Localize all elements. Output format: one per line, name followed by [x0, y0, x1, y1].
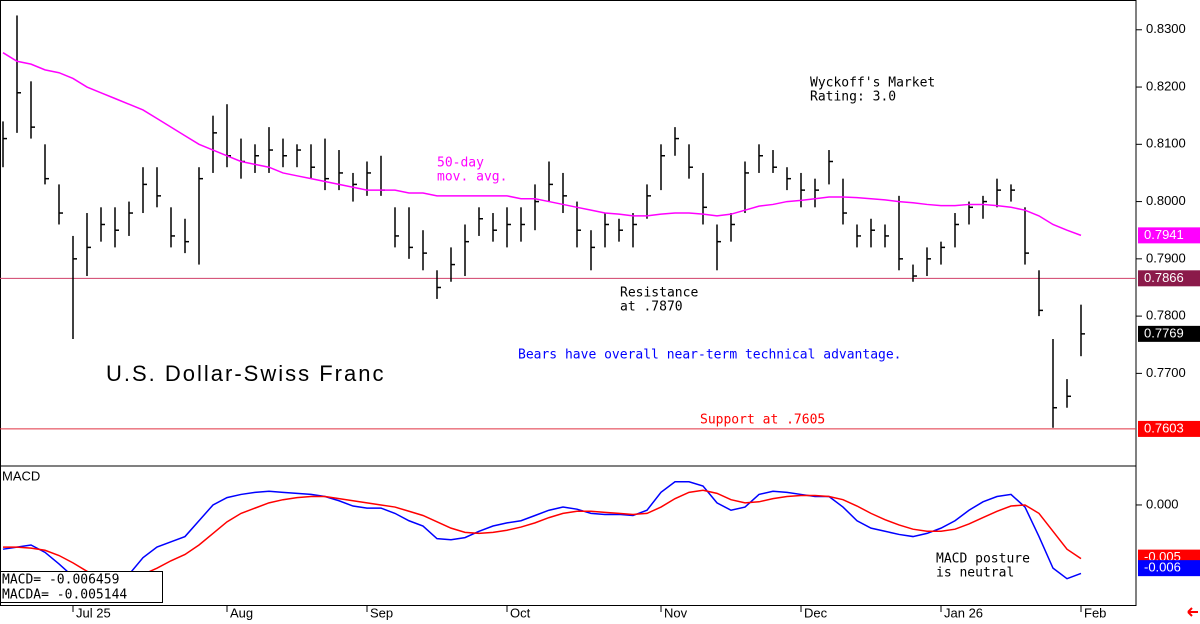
readout: MACDA= -0.005144 — [2, 588, 127, 603]
annotation: Rating: 3.0 — [810, 90, 896, 105]
moving-average — [2, 52, 1082, 237]
arrow-icon — [1187, 607, 1198, 617]
annotation: MACD posture — [936, 552, 1030, 567]
annotation: Resistance — [620, 286, 698, 301]
y-tick-label: 0.8300 — [1146, 21, 1186, 36]
x-tick-label: Jul 25 — [76, 605, 111, 620]
readout: MACD= -0.006459 — [2, 573, 119, 588]
x-tick-label: Sep — [370, 605, 393, 620]
y-tick-label: 0.000 — [1146, 496, 1179, 511]
value-tag-label: -0.006 — [1144, 560, 1181, 575]
y-tick-label: 0.8100 — [1146, 136, 1186, 151]
macd-title: MACD — [2, 468, 40, 483]
value-tag-label: 0.7941 — [1144, 227, 1184, 242]
value-tag — [1138, 325, 1200, 342]
value-tag-label: 0.7866 — [1144, 270, 1184, 285]
value-tag — [1138, 420, 1200, 437]
value-tag — [1138, 560, 1200, 577]
y-tick-label: 0.7700 — [1146, 365, 1186, 380]
x-tick-label: Jan 26 — [944, 605, 983, 620]
ma-label: mov. avg. — [437, 170, 507, 185]
readout-box — [0, 571, 163, 603]
frame — [0, 0, 1137, 606]
y-tick-label: 0.7900 — [1146, 250, 1186, 265]
x-tick-label: Aug — [230, 605, 253, 620]
value-tag-label: 0.7769 — [1144, 325, 1184, 340]
macd-line — [2, 481, 1082, 596]
x-tick-label: Nov — [664, 605, 688, 620]
value-tag — [1138, 227, 1200, 244]
x-tick-label: Dec — [804, 605, 828, 620]
value-tag-label: 0.7603 — [1144, 420, 1184, 435]
annotation: at .7870 — [620, 300, 683, 315]
y-tick-label: 0.8000 — [1146, 193, 1186, 208]
chart-title: U.S. Dollar-Swiss Franc — [106, 361, 385, 386]
annotation: Wyckoff's Market — [810, 76, 935, 91]
x-tick-label: Feb — [1084, 605, 1106, 620]
macd-line — [3, 489, 1082, 583]
annotation: Support at .7605 — [700, 413, 825, 428]
ma-label: 50-day — [437, 156, 484, 171]
annotation: is neutral — [936, 566, 1014, 581]
y-tick-label: 0.8200 — [1146, 78, 1186, 93]
value-tag — [1138, 270, 1200, 287]
x-tick-label: Oct — [510, 605, 531, 620]
y-tick-label: 0.7800 — [1146, 308, 1186, 323]
annotation: Bears have overall near-term technical a… — [518, 348, 902, 363]
